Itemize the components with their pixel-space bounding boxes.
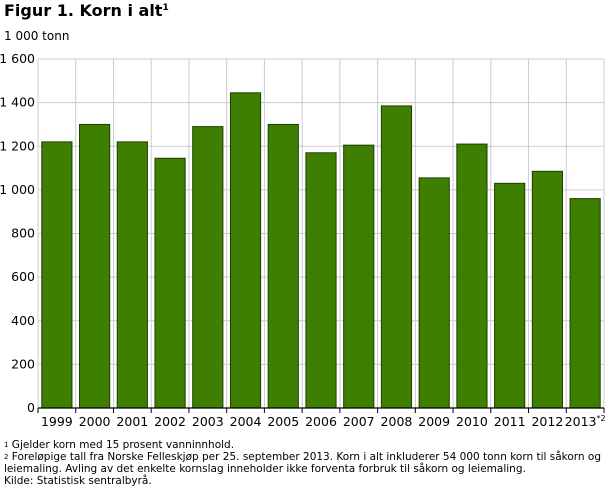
y-tick-label: 400 xyxy=(11,313,35,328)
x-tick-label: 2008 xyxy=(381,414,413,429)
x-tick-label: 2001 xyxy=(116,414,148,429)
chart-title: Figur 1. Korn i alt1 xyxy=(4,1,169,20)
x-tick-label: 2002 xyxy=(154,414,186,429)
y-tick-label: 600 xyxy=(11,269,35,284)
x-tick-label: 2012 xyxy=(531,414,563,429)
bar-2003 xyxy=(192,126,224,409)
bar-2012 xyxy=(531,170,563,409)
x-tick-label: 2000 xyxy=(79,414,111,429)
x-tick-label: 2004 xyxy=(230,414,262,429)
footnote-2: 2 Foreløpige tall fra Norske Felleskjøp … xyxy=(4,451,601,463)
x-tick-labels: 1999 2000 2001 2002 2003 2004 2005 2006 2007 2008… xyxy=(41,414,606,429)
y-tick-label: 1 600 xyxy=(0,51,35,66)
source-note: Kilde: Statistisk sentralbyrå. xyxy=(4,475,152,487)
y-tick-labels: 0 200 400 600 800 1 000 1 200 1 400 1 600 xyxy=(0,51,35,415)
bar-2002 xyxy=(154,157,186,409)
x-tick-label: 2005 xyxy=(267,414,299,429)
x-tick-label: 2013*2 xyxy=(565,414,606,429)
y-tick-label: 1 400 xyxy=(0,95,35,110)
y-tick-label: 200 xyxy=(11,356,35,371)
bar-2013 xyxy=(569,198,601,409)
footnote-1: 1 Gjelder korn med 15 prosent vanninnhol… xyxy=(4,439,235,451)
footnote-2-cont: leiemaling. Avling av det enkelte kornsl… xyxy=(4,463,526,475)
y-tick-label: 1 000 xyxy=(0,182,35,197)
x-tick-label: 1999 xyxy=(41,414,73,429)
bar-2001 xyxy=(116,141,148,409)
x-tick-label: 2003 xyxy=(192,414,224,429)
y-tick-label: 800 xyxy=(11,226,35,241)
bar-2005 xyxy=(267,123,299,409)
title-footnote-mark: 1 xyxy=(162,3,169,13)
bar-2008 xyxy=(380,105,413,409)
bar-2006 xyxy=(305,152,337,409)
x-tick-label: 2011 xyxy=(494,414,526,429)
x-tick-label: 2007 xyxy=(343,414,375,429)
y-axis-unit-label: 1 000 tonn xyxy=(4,29,70,43)
x-tick-label: 2010 xyxy=(456,414,488,429)
bars xyxy=(41,92,601,409)
bar-2007 xyxy=(343,144,375,409)
bar-chart: 0 200 400 600 800 1 000 1 200 1 400 1 600 1999 20… xyxy=(0,51,606,429)
bar-1999 xyxy=(41,141,73,409)
bar-2004 xyxy=(229,92,262,409)
y-tick-label: 1 200 xyxy=(0,138,35,153)
bar-2010 xyxy=(456,143,488,409)
bar-2009 xyxy=(418,177,450,409)
bar-2000 xyxy=(79,123,111,409)
axes xyxy=(37,407,605,413)
x-tick-label: 2009 xyxy=(418,414,450,429)
y-tick-label: 0 xyxy=(27,400,35,415)
x-tick-label: 2006 xyxy=(305,414,337,429)
bar-2011 xyxy=(494,182,526,409)
